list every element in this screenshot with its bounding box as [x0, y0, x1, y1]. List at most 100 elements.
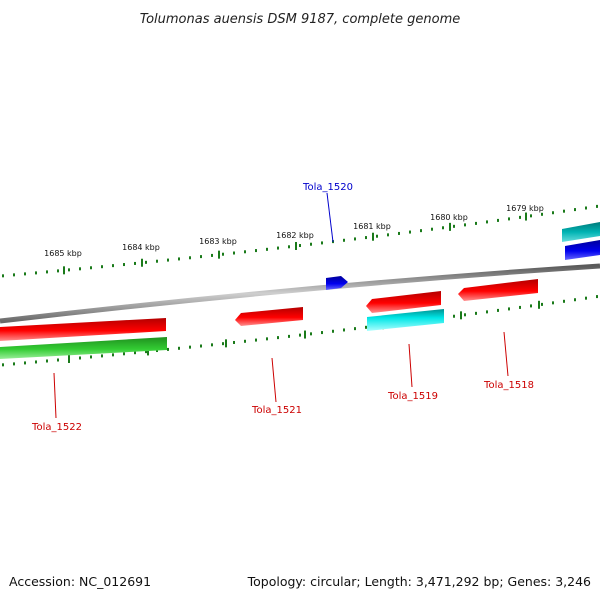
minor-tick: [46, 359, 48, 363]
minor-tick: [178, 257, 180, 261]
gene-feature-tola-1519[interactable]: [366, 291, 441, 313]
minor-tick: [321, 241, 323, 245]
minor-tick: [57, 269, 59, 273]
minor-tick: [79, 356, 81, 360]
minor-tick: [563, 209, 565, 213]
gene-label-tola-1519[interactable]: Tola_1519: [387, 391, 438, 402]
minor-tick: [233, 251, 235, 255]
minor-tick: [167, 258, 169, 262]
accession-text: Accession: NC_012691: [9, 574, 151, 589]
tick-label: 1679 kbp: [506, 204, 544, 213]
minor-tick: [13, 273, 15, 277]
gene-feature-blue-partial[interactable]: [565, 240, 600, 260]
minor-tick: [508, 217, 510, 221]
minor-tick: [420, 229, 422, 233]
minor-tick: [2, 274, 4, 278]
minor-tick: [409, 230, 411, 234]
minor-tick: [266, 247, 268, 251]
minor-tick: [563, 299, 565, 303]
leader-line-tola-1518: [503, 331, 509, 377]
major-tick: [295, 241, 297, 250]
minor-tick: [299, 244, 301, 248]
minor-tick: [112, 353, 114, 357]
leader-line-tola-1519: [408, 343, 413, 388]
minor-tick: [134, 351, 136, 355]
major-tick: [141, 258, 143, 267]
minor-tick: [288, 245, 290, 249]
minor-tick: [486, 220, 488, 224]
minor-tick: [244, 250, 246, 254]
minor-tick: [519, 305, 521, 309]
minor-tick: [255, 338, 257, 342]
minor-tick: [222, 252, 224, 256]
genome-backbone: [0, 263, 600, 324]
map-title: Tolumonas auensis DSM 9187, complete gen…: [140, 12, 461, 27]
gene-feature-teal-partial[interactable]: [562, 222, 600, 242]
major-tick: [147, 347, 149, 356]
minor-tick: [266, 337, 268, 341]
minor-tick: [365, 325, 367, 329]
minor-tick: [574, 208, 576, 212]
minor-tick: [541, 212, 543, 216]
tick-label: 1681 kbp: [353, 222, 391, 231]
minor-tick: [475, 311, 477, 315]
minor-tick: [222, 342, 224, 346]
minor-tick: [354, 237, 356, 241]
minor-tick: [277, 336, 279, 340]
minor-tick: [585, 206, 587, 210]
major-tick: [63, 266, 65, 275]
tick-label: 1685 kbp: [44, 249, 82, 258]
minor-tick: [464, 223, 466, 227]
minor-tick: [431, 227, 433, 231]
minor-tick: [552, 301, 554, 305]
minor-tick: [211, 343, 213, 347]
minor-tick: [189, 345, 191, 349]
gene-feature-tola-1520[interactable]: [326, 276, 348, 290]
major-tick: [218, 250, 220, 259]
tick-label: 1684 kbp: [122, 243, 160, 252]
minor-tick: [508, 307, 510, 311]
gene-feature-tola-1521[interactable]: [235, 307, 303, 326]
minor-tick: [442, 226, 444, 230]
gene-label-tola-1521[interactable]: Tola_1521: [251, 405, 302, 416]
minor-tick: [398, 231, 400, 235]
leader-line-tola-1522: [53, 372, 57, 419]
gene-feature-tola-1522[interactable]: [0, 318, 166, 341]
minor-tick: [123, 263, 125, 267]
minor-tick: [332, 329, 334, 333]
minor-tick: [24, 361, 26, 365]
gene-label-tola-1518[interactable]: Tola_1518: [483, 380, 534, 391]
major-tick: [525, 212, 527, 221]
gene-label-tola-1520[interactable]: Tola_1520: [302, 182, 353, 193]
gene-feature-cyan[interactable]: [367, 309, 444, 331]
minor-tick: [178, 346, 180, 350]
minor-tick: [519, 215, 521, 219]
gene-feature-green[interactable]: [0, 337, 167, 359]
minor-tick: [530, 214, 532, 218]
minor-tick: [79, 267, 81, 271]
gene-label-tola-1522[interactable]: Tola_1522: [31, 422, 82, 433]
minor-tick: [46, 270, 48, 274]
major-tick: [372, 232, 374, 241]
minor-tick: [68, 268, 70, 272]
leader-line-tola-1521: [271, 357, 277, 403]
minor-tick: [2, 363, 4, 367]
upper-tick-ruler: [2, 204, 598, 278]
minor-tick: [112, 264, 114, 268]
minor-tick: [475, 221, 477, 225]
minor-tick: [288, 334, 290, 338]
major-tick: [538, 300, 540, 309]
minor-tick: [596, 295, 598, 299]
minor-tick: [90, 355, 92, 359]
leader-line-tola-1520: [326, 192, 334, 243]
minor-tick: [200, 344, 202, 348]
minor-tick: [310, 332, 312, 336]
minor-tick: [497, 218, 499, 222]
minor-tick: [134, 261, 136, 265]
gene-feature-tola-1518[interactable]: [458, 279, 538, 301]
major-tick: [68, 354, 70, 363]
minor-tick: [145, 260, 147, 264]
minor-tick: [145, 350, 147, 354]
minor-tick: [365, 236, 367, 240]
